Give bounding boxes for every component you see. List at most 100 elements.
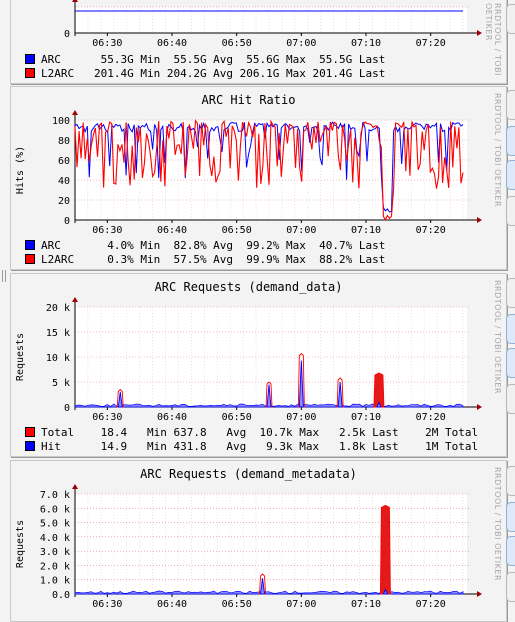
series-spike-total bbox=[373, 372, 385, 408]
series-spike-hit bbox=[260, 578, 266, 595]
legend-swatch bbox=[25, 427, 35, 437]
x-tick-label: 06:40 bbox=[157, 38, 187, 49]
y-axis-arrow bbox=[72, 484, 78, 489]
x-tick-label: 07:20 bbox=[416, 38, 446, 49]
side-tab[interactable] bbox=[506, 90, 515, 120]
series-spike-hit bbox=[382, 588, 389, 595]
x-tick-label: 06:50 bbox=[222, 38, 252, 49]
y-tick-label: 40 bbox=[58, 176, 70, 187]
y-tick-label: 5 k bbox=[52, 378, 70, 389]
legend-swatch bbox=[25, 240, 35, 250]
side-tab[interactable] bbox=[506, 160, 515, 190]
legend-arc: ARC 55.3G Min 55.5G Avg 55.6G Max 55.5G … bbox=[25, 53, 385, 66]
series-spike-hit bbox=[298, 360, 304, 408]
y-tick-label: 0 bbox=[64, 403, 70, 414]
legend-swatch bbox=[25, 54, 35, 64]
side-tab[interactable] bbox=[506, 384, 515, 414]
legend-hit: Hit 14.9 Min 431.8 Avg 9.3k Max 1.8k Las… bbox=[25, 440, 478, 453]
x-tick-label: 07:20 bbox=[416, 599, 446, 610]
y-axis-label: Hits (%) bbox=[15, 146, 26, 194]
y-tick-label: 0 bbox=[64, 216, 70, 227]
side-tab[interactable] bbox=[506, 572, 515, 602]
chart-title: ARC Requests (demand_metadata) bbox=[140, 467, 357, 481]
series-spike-hit bbox=[266, 384, 272, 408]
side-tab[interactable] bbox=[506, 314, 515, 344]
x-tick-label: 06:30 bbox=[92, 599, 122, 610]
side-tab[interactable] bbox=[506, 466, 515, 496]
x-tick-label: 06:40 bbox=[157, 599, 187, 610]
legend-text: ARC 4.0% Min 82.8% Avg 99.2% Max 40.7% L… bbox=[41, 239, 386, 252]
y-axis-arrow bbox=[72, 297, 78, 302]
chart-panel-hit-ratio: 100 80 60 40 20 0 06:30 06:40 06:50 07:00 07:10 07:… bbox=[10, 86, 507, 270]
y-axis-label: Requests bbox=[15, 333, 26, 381]
x-tick-label: 07:00 bbox=[286, 599, 316, 610]
legend-text: Total 18.4 Min 637.8 Avg 10.7k Max 2.5k … bbox=[41, 426, 479, 439]
side-tab[interactable] bbox=[506, 536, 515, 566]
x-tick-label: 06:40 bbox=[157, 225, 187, 236]
y-tick-label: 1.0 k bbox=[40, 576, 70, 587]
x-tick-label: 07:20 bbox=[416, 225, 446, 236]
x-tick-label: 06:50 bbox=[222, 225, 252, 236]
y-tick-label: 60 bbox=[58, 156, 70, 167]
legend-text: ARC 55.3G Min 55.5G Avg 55.6G Max 55.5G … bbox=[41, 53, 386, 66]
y-axis-arrow bbox=[72, 0, 78, 2]
side-tab[interactable] bbox=[506, 502, 515, 532]
y-tick-label: 5.0 k bbox=[40, 519, 70, 530]
y-tick-label: 10 k bbox=[46, 353, 70, 364]
watermark: RRDTOOL / TOBI OETIKER bbox=[484, 3, 502, 77]
y-tick-label: 80 bbox=[58, 136, 70, 147]
series-spike-hit bbox=[337, 381, 343, 408]
series-spike-hit bbox=[376, 401, 382, 408]
y-tick-label: 20 k bbox=[46, 303, 70, 314]
x-tick-label: 07:20 bbox=[416, 412, 446, 423]
side-tab[interactable] bbox=[506, 348, 515, 378]
series-spike-hit bbox=[117, 391, 123, 408]
y-axis-arrow bbox=[72, 110, 78, 115]
x-tick-label: 06:40 bbox=[157, 412, 187, 423]
chart-panel-demand-metadata: 7.0 k 6.0 k 5.0 k 4.0 k 3.0 k 2.0 k 1.0 k 0.0 06… bbox=[10, 460, 507, 622]
chart-arc-size: 0 06:30 06:40 06:50 07:00 07:10 07:20 bbox=[64, 0, 482, 49]
side-tab[interactable] bbox=[506, 278, 515, 308]
y-tick-label: 2.0 k bbox=[40, 561, 70, 572]
y-tick-label: 15 k bbox=[46, 328, 70, 339]
x-tick-label: 06:50 bbox=[222, 599, 252, 610]
chart-demand-metadata: 7.0 k 6.0 k 5.0 k 4.0 k 3.0 k 2.0 k 1.0 k 0.0 06… bbox=[15, 467, 482, 610]
side-tab[interactable] bbox=[506, 126, 515, 156]
side-tab[interactable] bbox=[506, 196, 515, 226]
x-tick-label: 07:00 bbox=[286, 38, 316, 49]
y-tick-label: 4.0 k bbox=[40, 533, 70, 544]
legend-text: L2ARC 201.4G Min 204.2G Avg 206.1G Max 2… bbox=[41, 67, 386, 80]
y-tick-label: 20 bbox=[58, 196, 70, 207]
y-tick-label: 6.0 k bbox=[40, 504, 70, 515]
legend-l2arc: L2ARC 0.3% Min 57.5% Avg 99.9% Max 88.2%… bbox=[25, 253, 385, 266]
legend-arc: ARC 4.0% Min 82.8% Avg 99.2% Max 40.7% L… bbox=[25, 239, 385, 252]
watermark: RRDTOOL / TOBI OETIKER bbox=[493, 280, 502, 395]
x-tick-label: 07:00 bbox=[286, 412, 316, 423]
chart-title: ARC Hit Ratio bbox=[202, 93, 296, 107]
side-tab[interactable] bbox=[506, 4, 515, 34]
legend-l2arc: L2ARC 201.4G Min 204.2G Avg 206.1G Max 2… bbox=[25, 67, 385, 80]
x-tick-label: 07:10 bbox=[351, 599, 381, 610]
chart-panel-demand-data: 20 k 15 k 10 k 5 k 0 06:30 06:40 06:50 07:00 07:1… bbox=[10, 273, 507, 457]
watermark: RRDTOOL / TOBI OETIKER bbox=[493, 467, 502, 582]
x-tick-label: 07:10 bbox=[351, 225, 381, 236]
y-tick-label: 3.0 k bbox=[40, 547, 70, 558]
chart-title: ARC Requests (demand_data) bbox=[155, 280, 343, 294]
resize-handle[interactable] bbox=[2, 270, 6, 282]
y-tick-label: 100 bbox=[52, 116, 70, 127]
series-area-hit-baseline bbox=[74, 590, 464, 595]
series-spike-total bbox=[379, 504, 391, 595]
legend-swatch bbox=[25, 68, 35, 78]
series-line-arc bbox=[74, 121, 464, 213]
legend-total: Total 18.4 Min 637.8 Avg 10.7k Max 2.5k … bbox=[25, 426, 478, 439]
legend-swatch bbox=[25, 254, 35, 264]
x-axis-arrow bbox=[477, 404, 482, 410]
y-tick-label: 0 bbox=[64, 29, 70, 40]
plot-area bbox=[75, 494, 467, 594]
x-tick-label: 07:00 bbox=[286, 225, 316, 236]
series-line-l2arc bbox=[74, 119, 464, 221]
watermark: RRDTOOL / TOBI OETIKER bbox=[493, 93, 502, 208]
x-axis-arrow bbox=[477, 30, 482, 36]
x-tick-label: 06:30 bbox=[92, 412, 122, 423]
y-tick-label: 0.0 bbox=[52, 590, 70, 601]
